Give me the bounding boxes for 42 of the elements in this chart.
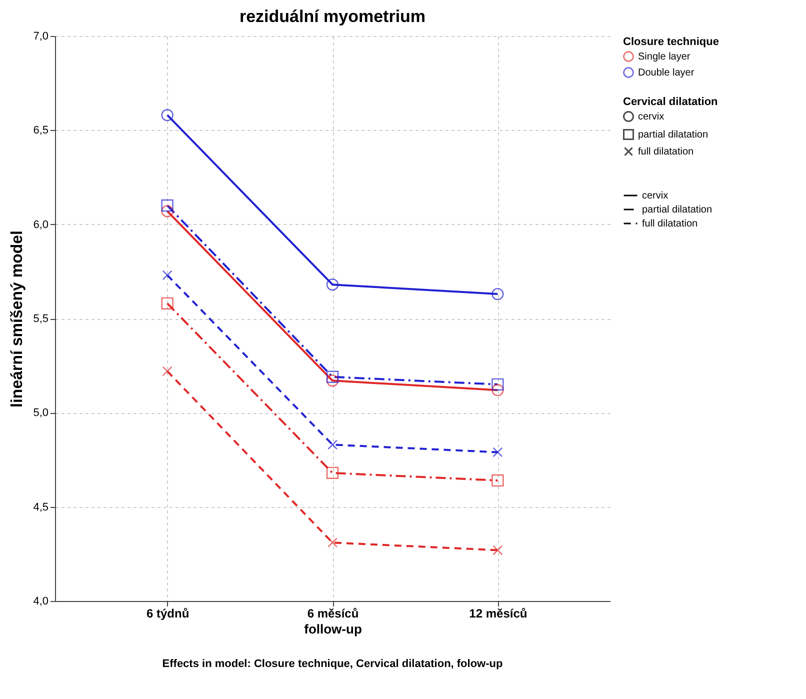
point bbox=[326, 466, 339, 480]
x-tick-label: 12 měsíců bbox=[469, 606, 528, 620]
point bbox=[492, 288, 504, 300]
point bbox=[161, 205, 174, 218]
point bbox=[326, 278, 339, 291]
text: cervix bbox=[642, 190, 668, 202]
x-tick-label: 6 týdnů bbox=[146, 606, 190, 620]
legend-label: Single layer bbox=[638, 52, 691, 62]
point bbox=[162, 366, 172, 376]
point bbox=[161, 297, 174, 310]
text: Effects in model: Closure technique, Cervical dilatation, folow-up bbox=[162, 658, 503, 670]
point bbox=[492, 384, 504, 396]
point bbox=[328, 440, 338, 450]
y-tick-label: 4,0 bbox=[33, 596, 48, 608]
point bbox=[492, 378, 504, 390]
point bbox=[326, 370, 339, 383]
text: full dilatation bbox=[638, 146, 694, 158]
x-axis-title: follow-up bbox=[304, 622, 362, 636]
point bbox=[161, 199, 174, 212]
y-tick-label: 7,0 bbox=[33, 30, 48, 42]
point bbox=[162, 270, 172, 280]
y-tick-label: 4,5 bbox=[33, 501, 48, 514]
point bbox=[326, 374, 339, 387]
y-tick-label: 6,5 bbox=[33, 124, 48, 137]
point bbox=[492, 447, 503, 458]
chart-title: reziduální myometrium bbox=[239, 7, 426, 26]
text: Cervical dilatation bbox=[623, 96, 718, 108]
y-tick-label: 5,0 bbox=[33, 407, 48, 420]
point bbox=[492, 545, 503, 556]
text: partial dilatation bbox=[638, 130, 708, 140]
point bbox=[492, 474, 504, 487]
legend-label: Double layer bbox=[638, 68, 695, 78]
y-axis-title: lineární smíšený model bbox=[9, 230, 26, 408]
y-tick-label: 5,5 bbox=[33, 313, 48, 325]
point bbox=[328, 538, 338, 548]
text: cervix bbox=[638, 112, 664, 122]
text: full dilatation bbox=[642, 218, 698, 230]
x-tick-label: 6 měsíců bbox=[307, 606, 359, 620]
y-tick-label: 6,0 bbox=[33, 218, 48, 231]
point bbox=[161, 109, 174, 122]
text: partial dilatation bbox=[642, 204, 712, 216]
text: Closure technique bbox=[623, 36, 719, 48]
